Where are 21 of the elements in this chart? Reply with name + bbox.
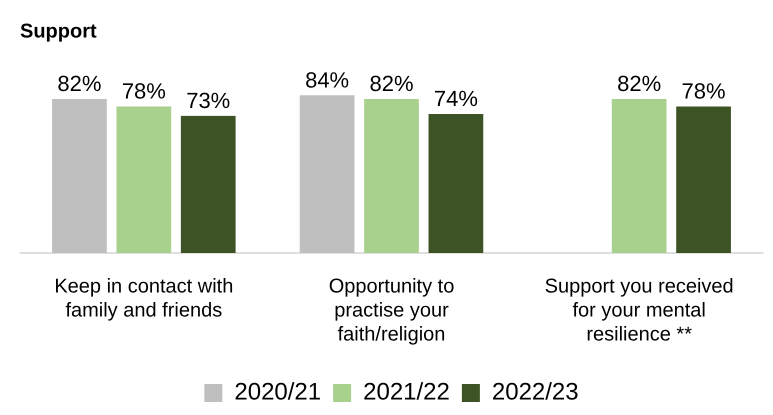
data-label: 82% xyxy=(617,71,662,96)
bar xyxy=(676,106,731,253)
x-tick-label: Keep in contact with family and friends xyxy=(54,276,234,322)
data-label: 78% xyxy=(122,78,166,104)
x-tick-label: Support you received for your mental resilience ** xyxy=(544,276,734,346)
legend-label: 2020/21 xyxy=(234,378,322,406)
data-label: 74% xyxy=(434,86,478,112)
x-tick-label: Opportunity to practise your faith/religion xyxy=(328,276,454,346)
legend-label: 2022/23 xyxy=(492,378,579,406)
data-label: 82% xyxy=(57,71,102,96)
bar xyxy=(116,106,172,253)
data-label: 78% xyxy=(682,78,726,104)
bar xyxy=(428,114,484,253)
data-label: 73% xyxy=(186,88,230,113)
bar xyxy=(180,116,236,253)
data-label: 84% xyxy=(305,67,350,92)
bar xyxy=(612,99,667,253)
legend-label: 2021/22 xyxy=(363,378,450,406)
data-label: 82% xyxy=(369,71,414,96)
bar xyxy=(364,99,419,253)
chart-title: Support xyxy=(20,20,97,43)
